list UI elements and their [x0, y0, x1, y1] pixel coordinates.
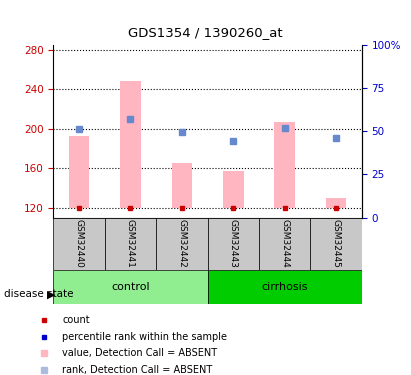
Text: GSM32444: GSM32444 [280, 219, 289, 268]
Text: GSM32443: GSM32443 [229, 219, 238, 268]
Bar [223, 171, 243, 208]
FancyBboxPatch shape [208, 270, 362, 304]
FancyBboxPatch shape [208, 217, 259, 270]
FancyBboxPatch shape [259, 217, 310, 270]
Bar [120, 81, 141, 208]
Text: GSM32441: GSM32441 [126, 219, 135, 268]
Bar [69, 136, 90, 208]
FancyBboxPatch shape [53, 270, 208, 304]
Text: cirrhosis: cirrhosis [261, 282, 308, 292]
Text: control: control [111, 282, 150, 292]
Text: value, Detection Call = ABSENT: value, Detection Call = ABSENT [62, 348, 217, 358]
Text: GSM32445: GSM32445 [332, 219, 340, 268]
Bar [326, 198, 346, 208]
FancyBboxPatch shape [156, 217, 208, 270]
Bar [275, 122, 295, 208]
Text: count: count [62, 315, 90, 325]
FancyBboxPatch shape [310, 217, 362, 270]
FancyBboxPatch shape [105, 217, 156, 270]
Text: GSM32440: GSM32440 [75, 219, 83, 268]
Text: GDS1354 / 1390260_at: GDS1354 / 1390260_at [128, 26, 283, 39]
Text: rank, Detection Call = ABSENT: rank, Detection Call = ABSENT [62, 365, 213, 375]
Text: disease state: disease state [4, 290, 74, 299]
Bar [172, 163, 192, 208]
Text: percentile rank within the sample: percentile rank within the sample [62, 332, 227, 342]
Text: GSM32442: GSM32442 [178, 219, 186, 268]
Text: ▶: ▶ [47, 290, 56, 299]
FancyBboxPatch shape [53, 217, 105, 270]
